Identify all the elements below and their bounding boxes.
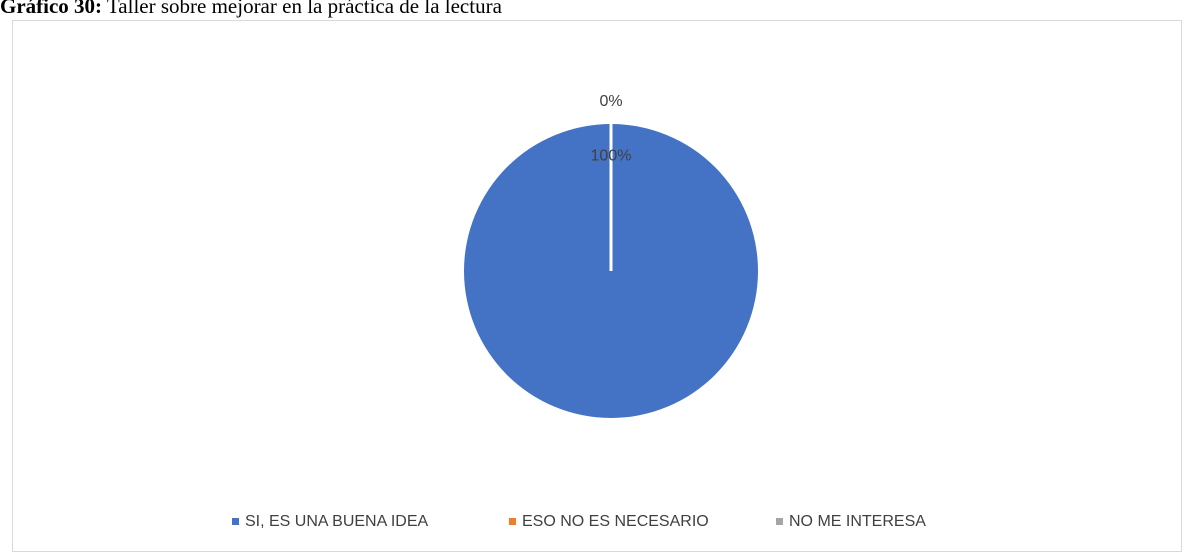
- data-label: 100%: [591, 148, 632, 165]
- legend-marker: [776, 518, 783, 525]
- legend-marker: [509, 518, 516, 525]
- legend-label: NO ME INTERESA: [789, 513, 926, 530]
- data-label: 0%: [599, 93, 622, 110]
- legend-marker: [232, 518, 239, 525]
- title-label: Gráfico 30:: [0, 0, 102, 18]
- chart-title: Gráfico 30: Taller sobre mejorar en la p…: [0, 0, 503, 18]
- legend-label: SI, ES UNA BUENA IDEA: [245, 513, 429, 530]
- title-text: Taller sobre mejorar en la práctica de l…: [107, 0, 503, 18]
- legend-label: ESO NO ES NECESARIO: [522, 513, 709, 530]
